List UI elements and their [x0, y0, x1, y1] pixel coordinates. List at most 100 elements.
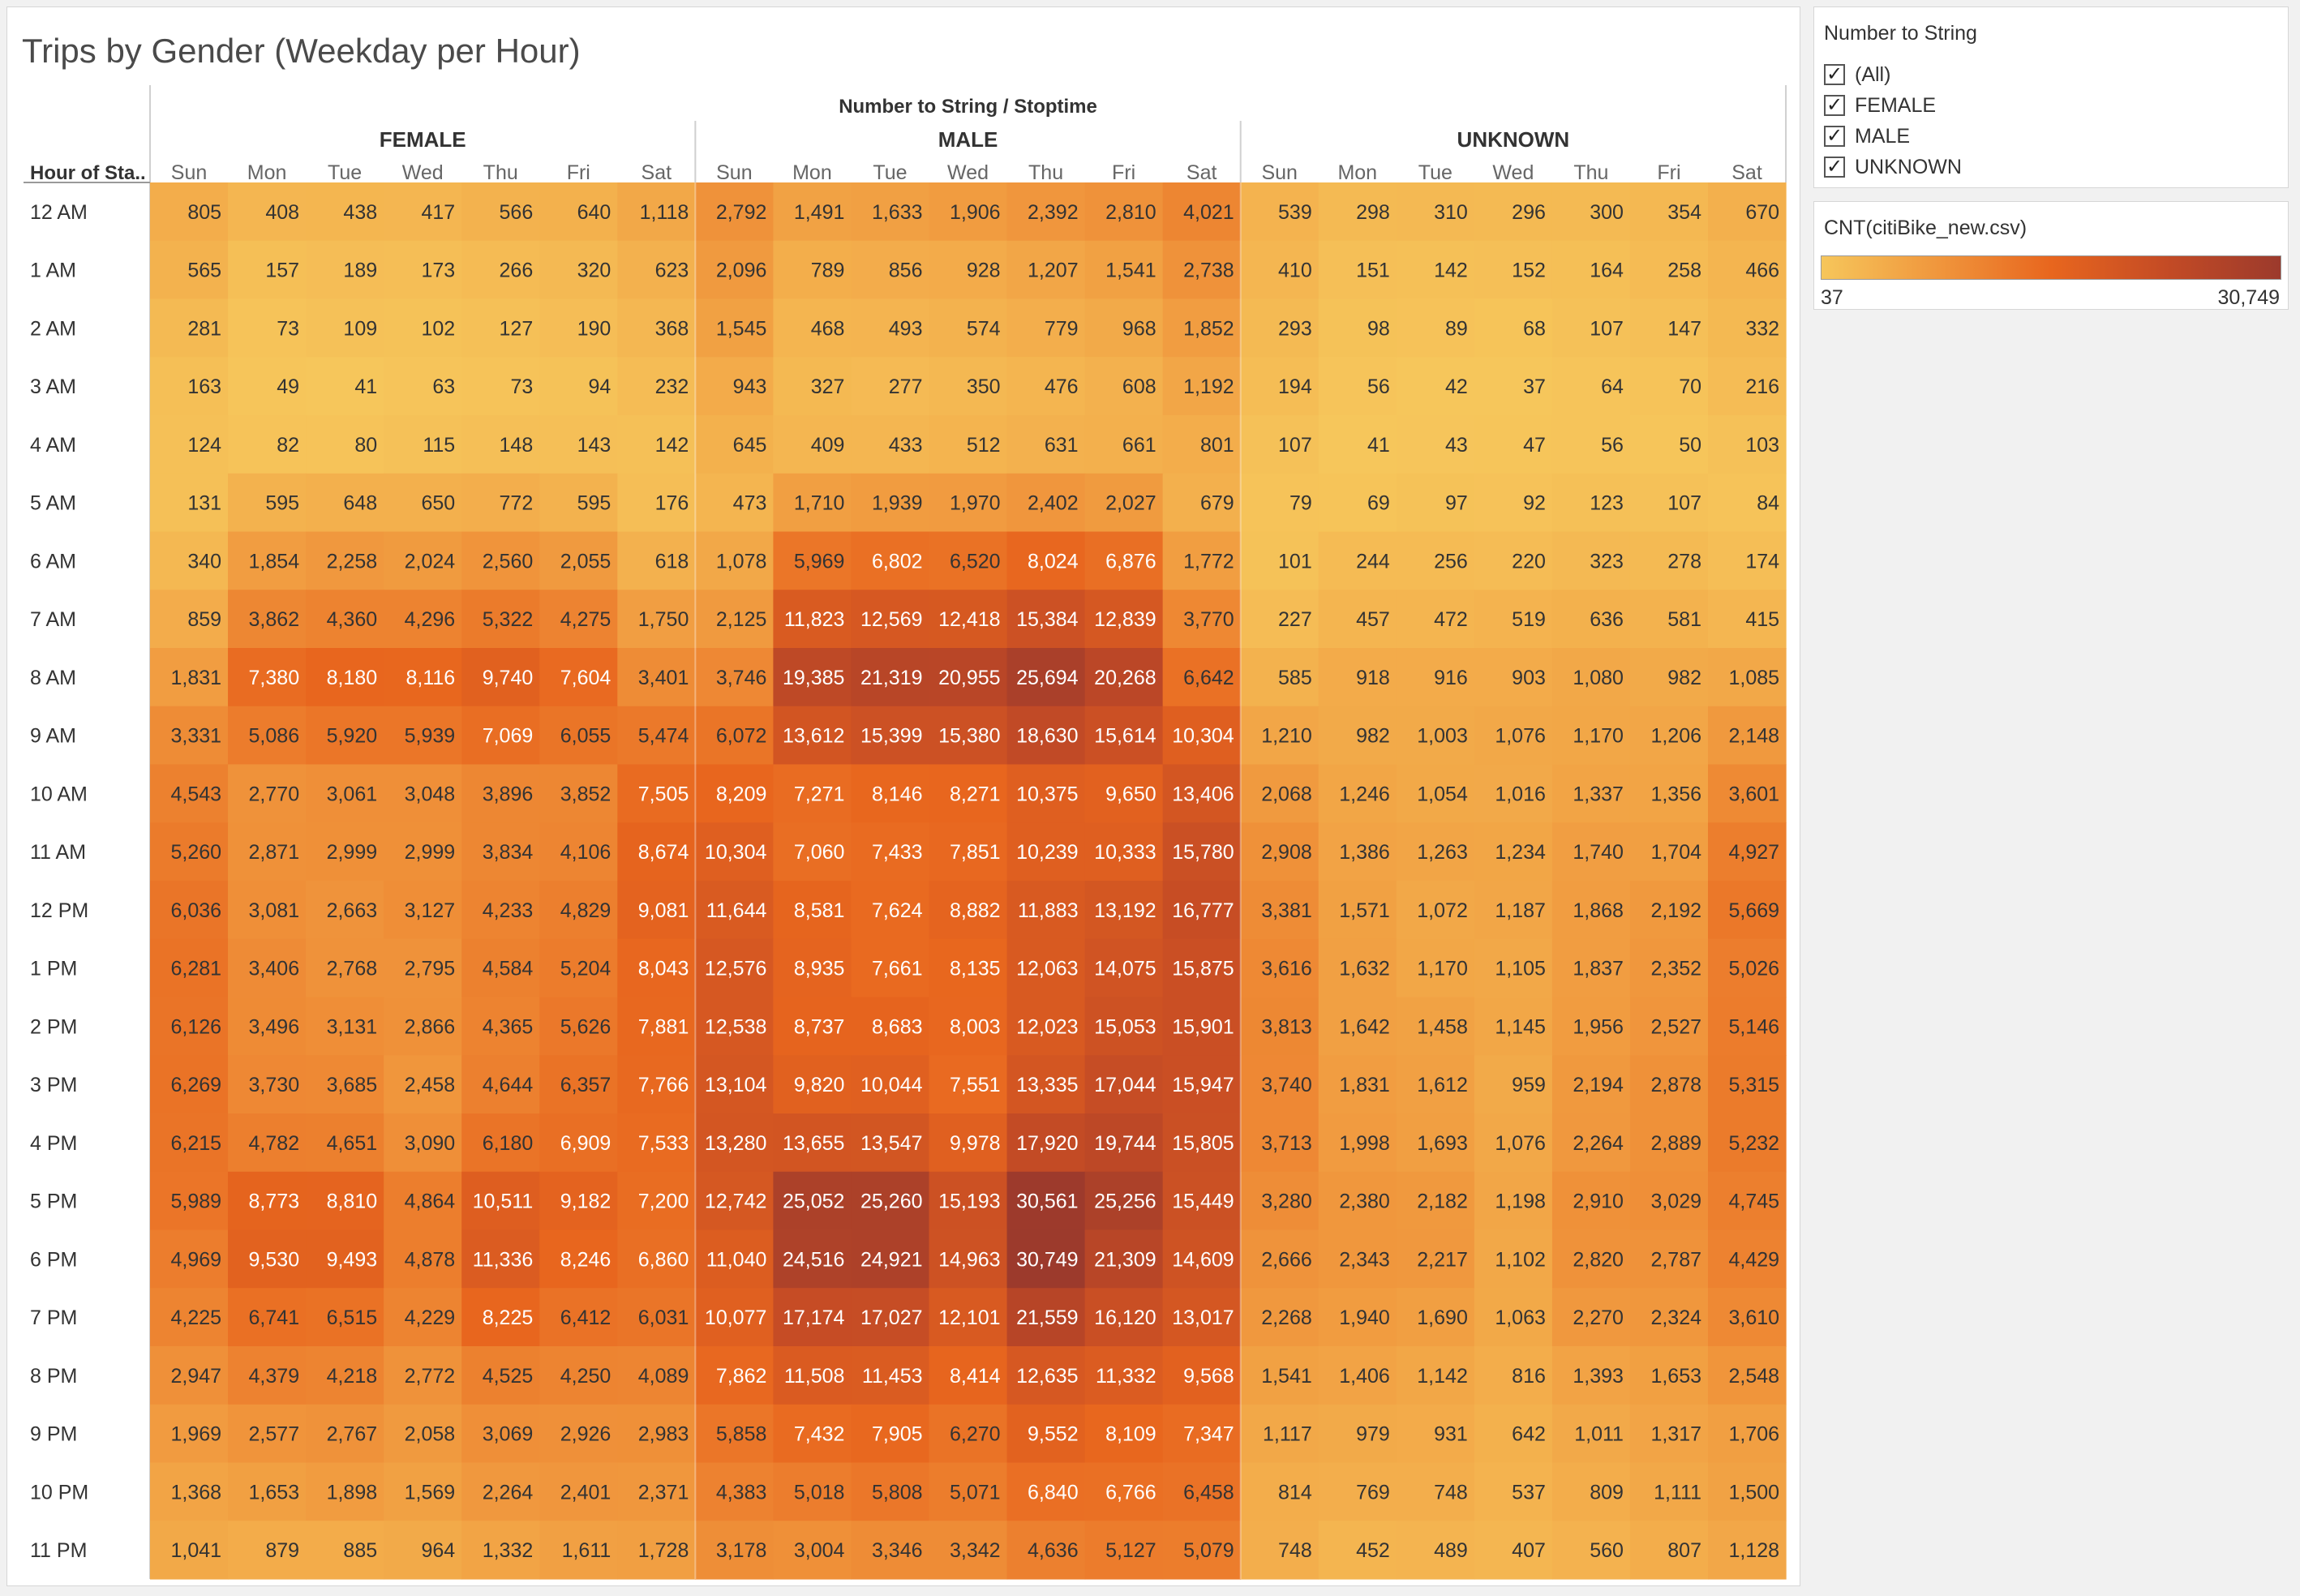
heatmap-cell	[539, 881, 618, 940]
cell-value-label: 7,604	[560, 667, 611, 689]
heatmap-cell	[1708, 997, 1787, 1056]
heatmap-cell	[851, 1404, 930, 1464]
cell-value-label: 15,449	[1172, 1191, 1234, 1213]
cell-value-label: 6,520	[950, 550, 1001, 573]
cell-value-label: 2,324	[1650, 1306, 1701, 1329]
heatmap-cell	[1084, 822, 1164, 882]
heatmap-cell	[461, 1229, 540, 1289]
cell-value-label: 232	[655, 375, 689, 398]
cell-value-label: 1,831	[170, 667, 221, 689]
cell-value-label: 1,852	[1183, 317, 1234, 340]
heatmap-cell	[1084, 415, 1164, 474]
heatmap-cell	[1006, 473, 1086, 533]
cell-value-label: 43	[1445, 434, 1468, 457]
cell-value-label: 3,610	[1728, 1306, 1779, 1329]
heatmap-cell	[539, 1521, 618, 1580]
heatmap-cell	[617, 531, 696, 590]
checkbox-icon[interactable]: ✓	[1824, 95, 1845, 116]
heatmap-cell	[1474, 1288, 1553, 1347]
heatmap-cell	[1629, 590, 1709, 649]
heatmap-cell	[1240, 1404, 1319, 1464]
cell-value-label: 5,260	[170, 841, 221, 864]
cell-value-label: 296	[1512, 201, 1546, 224]
heatmap-cell	[228, 706, 307, 766]
heatmap-cell	[1318, 1462, 1397, 1521]
cell-value-label: 25,260	[860, 1191, 922, 1213]
cell-value-label: 41	[1367, 434, 1390, 457]
filter-item-all[interactable]: ✓ (All)	[1824, 61, 1890, 88]
heatmap-cell	[929, 1346, 1008, 1405]
heatmap-cell	[929, 938, 1008, 998]
cell-value-label: 9,493	[327, 1248, 378, 1271]
heatmap-cell	[539, 648, 618, 707]
cell-value-label: 618	[655, 550, 689, 573]
cell-value-label: 3,178	[716, 1539, 767, 1562]
heatmap-cell	[150, 1288, 229, 1347]
heatmap-cell	[384, 1462, 462, 1521]
cell-value-label: 8,674	[638, 841, 689, 864]
heatmap-cell	[150, 240, 229, 300]
cell-value-label: 7,862	[716, 1365, 767, 1388]
cell-value-label: 1,710	[794, 492, 845, 515]
cell-value-label: 1,386	[1339, 841, 1390, 864]
heatmap-cell	[1396, 415, 1475, 474]
cell-value-label: 142	[1434, 260, 1468, 282]
cell-value-label: 5,018	[794, 1481, 845, 1504]
cell-value-label: 1,105	[1495, 958, 1546, 980]
cell-value-label: 12,418	[938, 608, 1000, 631]
heatmap-cell	[695, 1113, 774, 1173]
heatmap-cell	[1084, 881, 1164, 940]
heatmap-cell	[1240, 706, 1319, 766]
heatmap-cell	[1396, 1462, 1475, 1521]
heatmap-cell	[461, 1288, 540, 1347]
heatmap-cell	[1240, 590, 1319, 649]
heatmap-cell	[1474, 1171, 1553, 1231]
cell-value-label: 2,663	[327, 899, 378, 922]
cell-value-label: 12,742	[705, 1191, 766, 1213]
heatmap-cell	[461, 1404, 540, 1464]
cell-value-label: 1,263	[1417, 841, 1468, 864]
heatmap-cell	[539, 240, 618, 300]
heatmap-cell	[1396, 590, 1475, 649]
day-header: Mon	[792, 161, 832, 184]
checkbox-icon[interactable]: ✓	[1824, 126, 1845, 147]
cell-value-label: 5,071	[950, 1481, 1001, 1504]
heatmap-cell	[1162, 531, 1242, 590]
cell-value-label: 2,889	[1650, 1132, 1701, 1155]
cell-value-label: 5,808	[872, 1481, 923, 1504]
hour-label: 6 PM	[30, 1248, 77, 1271]
gender-filter-card: Number to String ✓ (All) ✓ FEMALE ✓ MALE…	[1813, 6, 2289, 188]
cell-value-label: 4,360	[327, 608, 378, 631]
cell-value-label: 2,795	[405, 958, 456, 980]
cell-value-label: 5,086	[249, 725, 300, 748]
filter-item-unknown[interactable]: ✓ UNKNOWN	[1824, 153, 1962, 181]
cell-value-label: 1,111	[1654, 1481, 1701, 1504]
checkbox-icon[interactable]: ✓	[1824, 157, 1845, 178]
heatmap-cell	[306, 1229, 384, 1289]
heatmap-cell	[1084, 1229, 1164, 1289]
cell-value-label: 636	[1590, 608, 1624, 631]
cell-value-label: 6,031	[638, 1306, 689, 1329]
cell-value-label: 2,810	[1105, 201, 1156, 224]
heatmap-cell	[1162, 881, 1242, 940]
checkbox-icon[interactable]: ✓	[1824, 64, 1845, 85]
heatmap-cell	[851, 1171, 930, 1231]
hour-label: 4 PM	[30, 1132, 77, 1155]
cell-value-label: 7,069	[483, 725, 534, 748]
heatmap-cell	[1084, 1404, 1164, 1464]
cell-value-label: 12,023	[1016, 1015, 1078, 1038]
filter-item-male[interactable]: ✓ MALE	[1824, 122, 1910, 150]
heatmap-cell	[1474, 1404, 1553, 1464]
heatmap-cell	[695, 240, 774, 300]
heatmap-cell	[1629, 298, 1709, 358]
heatmap-cell	[773, 1229, 852, 1289]
heatmap-cell	[1396, 298, 1475, 358]
cell-value-label: 6,126	[170, 1015, 221, 1038]
heatmap-cell	[228, 822, 307, 882]
heatmap-cell	[1551, 240, 1631, 300]
heatmap-cell	[929, 415, 1008, 474]
heatmap-cell	[1474, 298, 1553, 358]
filter-item-female[interactable]: ✓ FEMALE	[1824, 92, 1936, 119]
heatmap-cell	[1629, 240, 1709, 300]
heatmap-cell	[228, 1229, 307, 1289]
